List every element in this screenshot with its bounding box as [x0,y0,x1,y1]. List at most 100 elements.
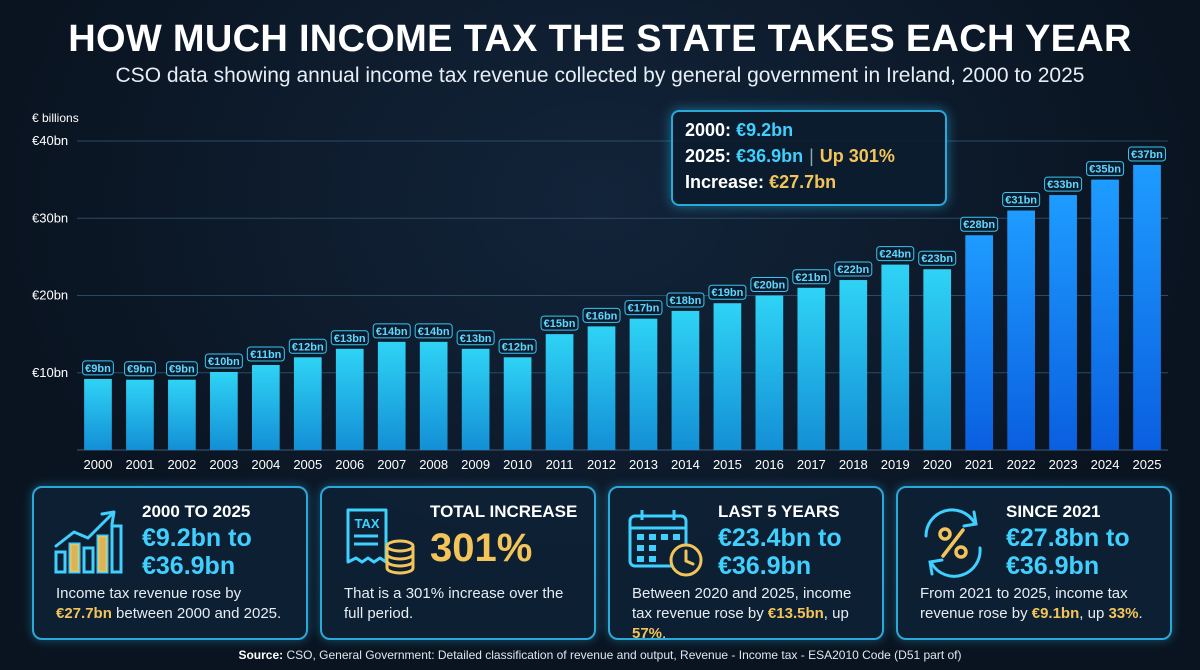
card-description: From 2021 to 2025, income tax revenue ro… [920,585,1143,622]
y-tick-label: €20bn [32,288,68,303]
data-label-box [1044,176,1083,192]
bar-2022 [1007,210,1035,450]
page-title: HOW MUCH INCOME TAX THE STATE TAKES EACH… [68,18,1132,60]
callout-line-2000: 2000: €9.2bn [685,120,794,140]
x-tick-label: 2009 [461,457,490,472]
data-label-box [166,361,198,377]
data-label: €9bn [169,364,195,376]
x-tick-label: 2013 [629,457,658,472]
x-tick-label: 2024 [1091,457,1120,472]
bar-2001 [126,379,154,450]
data-label-box [204,353,243,369]
bar-2011 [545,334,574,450]
calendar-clock-icon [628,510,703,577]
x-tick-label: 2011 [546,457,574,472]
data-label-box [750,277,789,292]
data-label: €14bn [418,326,450,338]
data-label: €11bn [250,349,281,361]
bar-2003 [210,371,238,450]
data-label-box [124,361,156,377]
data-label-box [666,292,705,308]
percent-cycle-icon [924,508,982,578]
x-tick-label: 2004 [251,457,280,472]
data-label-box [1002,192,1041,208]
bar-2012 [587,326,616,450]
data-label-box [918,250,957,266]
bar-2014 [671,310,700,450]
page-subtitle: CSO data showing annual income tax reven… [115,64,1085,87]
card-since-2021: SINCE 2021 €27.8bn to €36.9bn From 2021 … [896,486,1172,640]
bar-2005 [293,357,322,450]
data-label-box [624,300,663,316]
x-tick-label: 2020 [923,457,952,472]
bar-2004 [251,365,280,450]
bar-2009 [461,348,490,450]
bar-2016 [755,295,784,450]
data-label-box [414,323,453,339]
bar-2019 [881,264,910,450]
callout-line-2025: 2025: €36.9bn | Up 301% [685,146,895,166]
x-tick-label: 2002 [167,457,196,472]
y-tick-label: €40bn [32,133,68,148]
y-tick-label: €30bn [32,210,68,225]
card-description: That is a 301% increase over the full pe… [344,585,564,622]
data-label-box [456,330,495,346]
data-label-box [708,284,747,300]
x-tick-label: 2010 [503,457,532,472]
card-value: 301% [430,526,533,570]
data-label: €20bn [753,280,785,292]
data-label-box [834,261,873,277]
card-value: €23.4bn to €36.9bn [718,524,842,580]
data-label-box [1086,161,1125,177]
card-label: SINCE 2021 [1006,502,1101,521]
bar-2021 [965,235,994,450]
x-tick-label: 2003 [209,457,238,472]
data-label-box [330,330,369,346]
data-label: €22bn [837,264,869,276]
bar-2025 [1133,164,1161,450]
data-label: €9bn [127,364,153,376]
bar-2017 [797,287,826,450]
data-label: €21bn [795,272,827,284]
data-label: €16bn [586,310,618,322]
data-label-box [792,269,831,285]
x-tick-label: 2007 [377,457,406,472]
bar-2008 [419,341,448,450]
data-label-box [540,315,579,331]
data-label: €14bn [376,326,408,338]
data-label: €37bn [1131,149,1163,161]
x-tick-label: 2014 [671,457,700,472]
bar-2024 [1091,179,1119,450]
card-last-5-years: LAST 5 YEARS €23.4bn to €36.9bn Between … [608,486,884,642]
data-label-box [246,346,285,362]
data-label: €18bn [670,295,702,307]
x-tick-label: 2017 [797,457,826,472]
data-label-box [582,307,621,323]
data-label-box [372,323,411,339]
data-label: €12bn [502,341,534,353]
x-tick-label: 2023 [1049,457,1078,472]
data-label-box [1128,146,1167,162]
x-tick-label: 2008 [419,457,448,472]
bar-2010 [503,357,532,450]
data-label: €15bn [544,318,576,330]
x-tick-label: 2000 [84,457,113,472]
card-total-increase: TAX TOTAL INCREASE 301% That is a 301% i… [320,486,596,640]
card-label: 2000 TO 2025 [142,502,251,521]
callout-line-increase: Increase: €27.7bn [685,172,837,192]
data-label: €31bn [1005,195,1037,207]
source-note: Source: CSO, General Government: Detaile… [238,648,962,662]
x-tick-label: 2022 [1007,457,1036,472]
data-label-box [876,246,915,262]
card-value: €9.2bn to €36.9bn [142,524,252,580]
card-2000-to-2025: 2000 TO 2025 €9.2bn to €36.9bn Income ta… [32,486,308,640]
x-tick-label: 2025 [1133,457,1162,472]
x-tick-label: 2018 [839,457,868,472]
data-label: €12bn [292,341,324,353]
x-tick-label: 2016 [755,457,784,472]
bar-2013 [629,318,658,450]
data-label: €19bn [712,287,744,299]
data-label-box [82,360,114,376]
data-label-box [960,216,999,232]
data-label: €35bn [1089,164,1121,176]
